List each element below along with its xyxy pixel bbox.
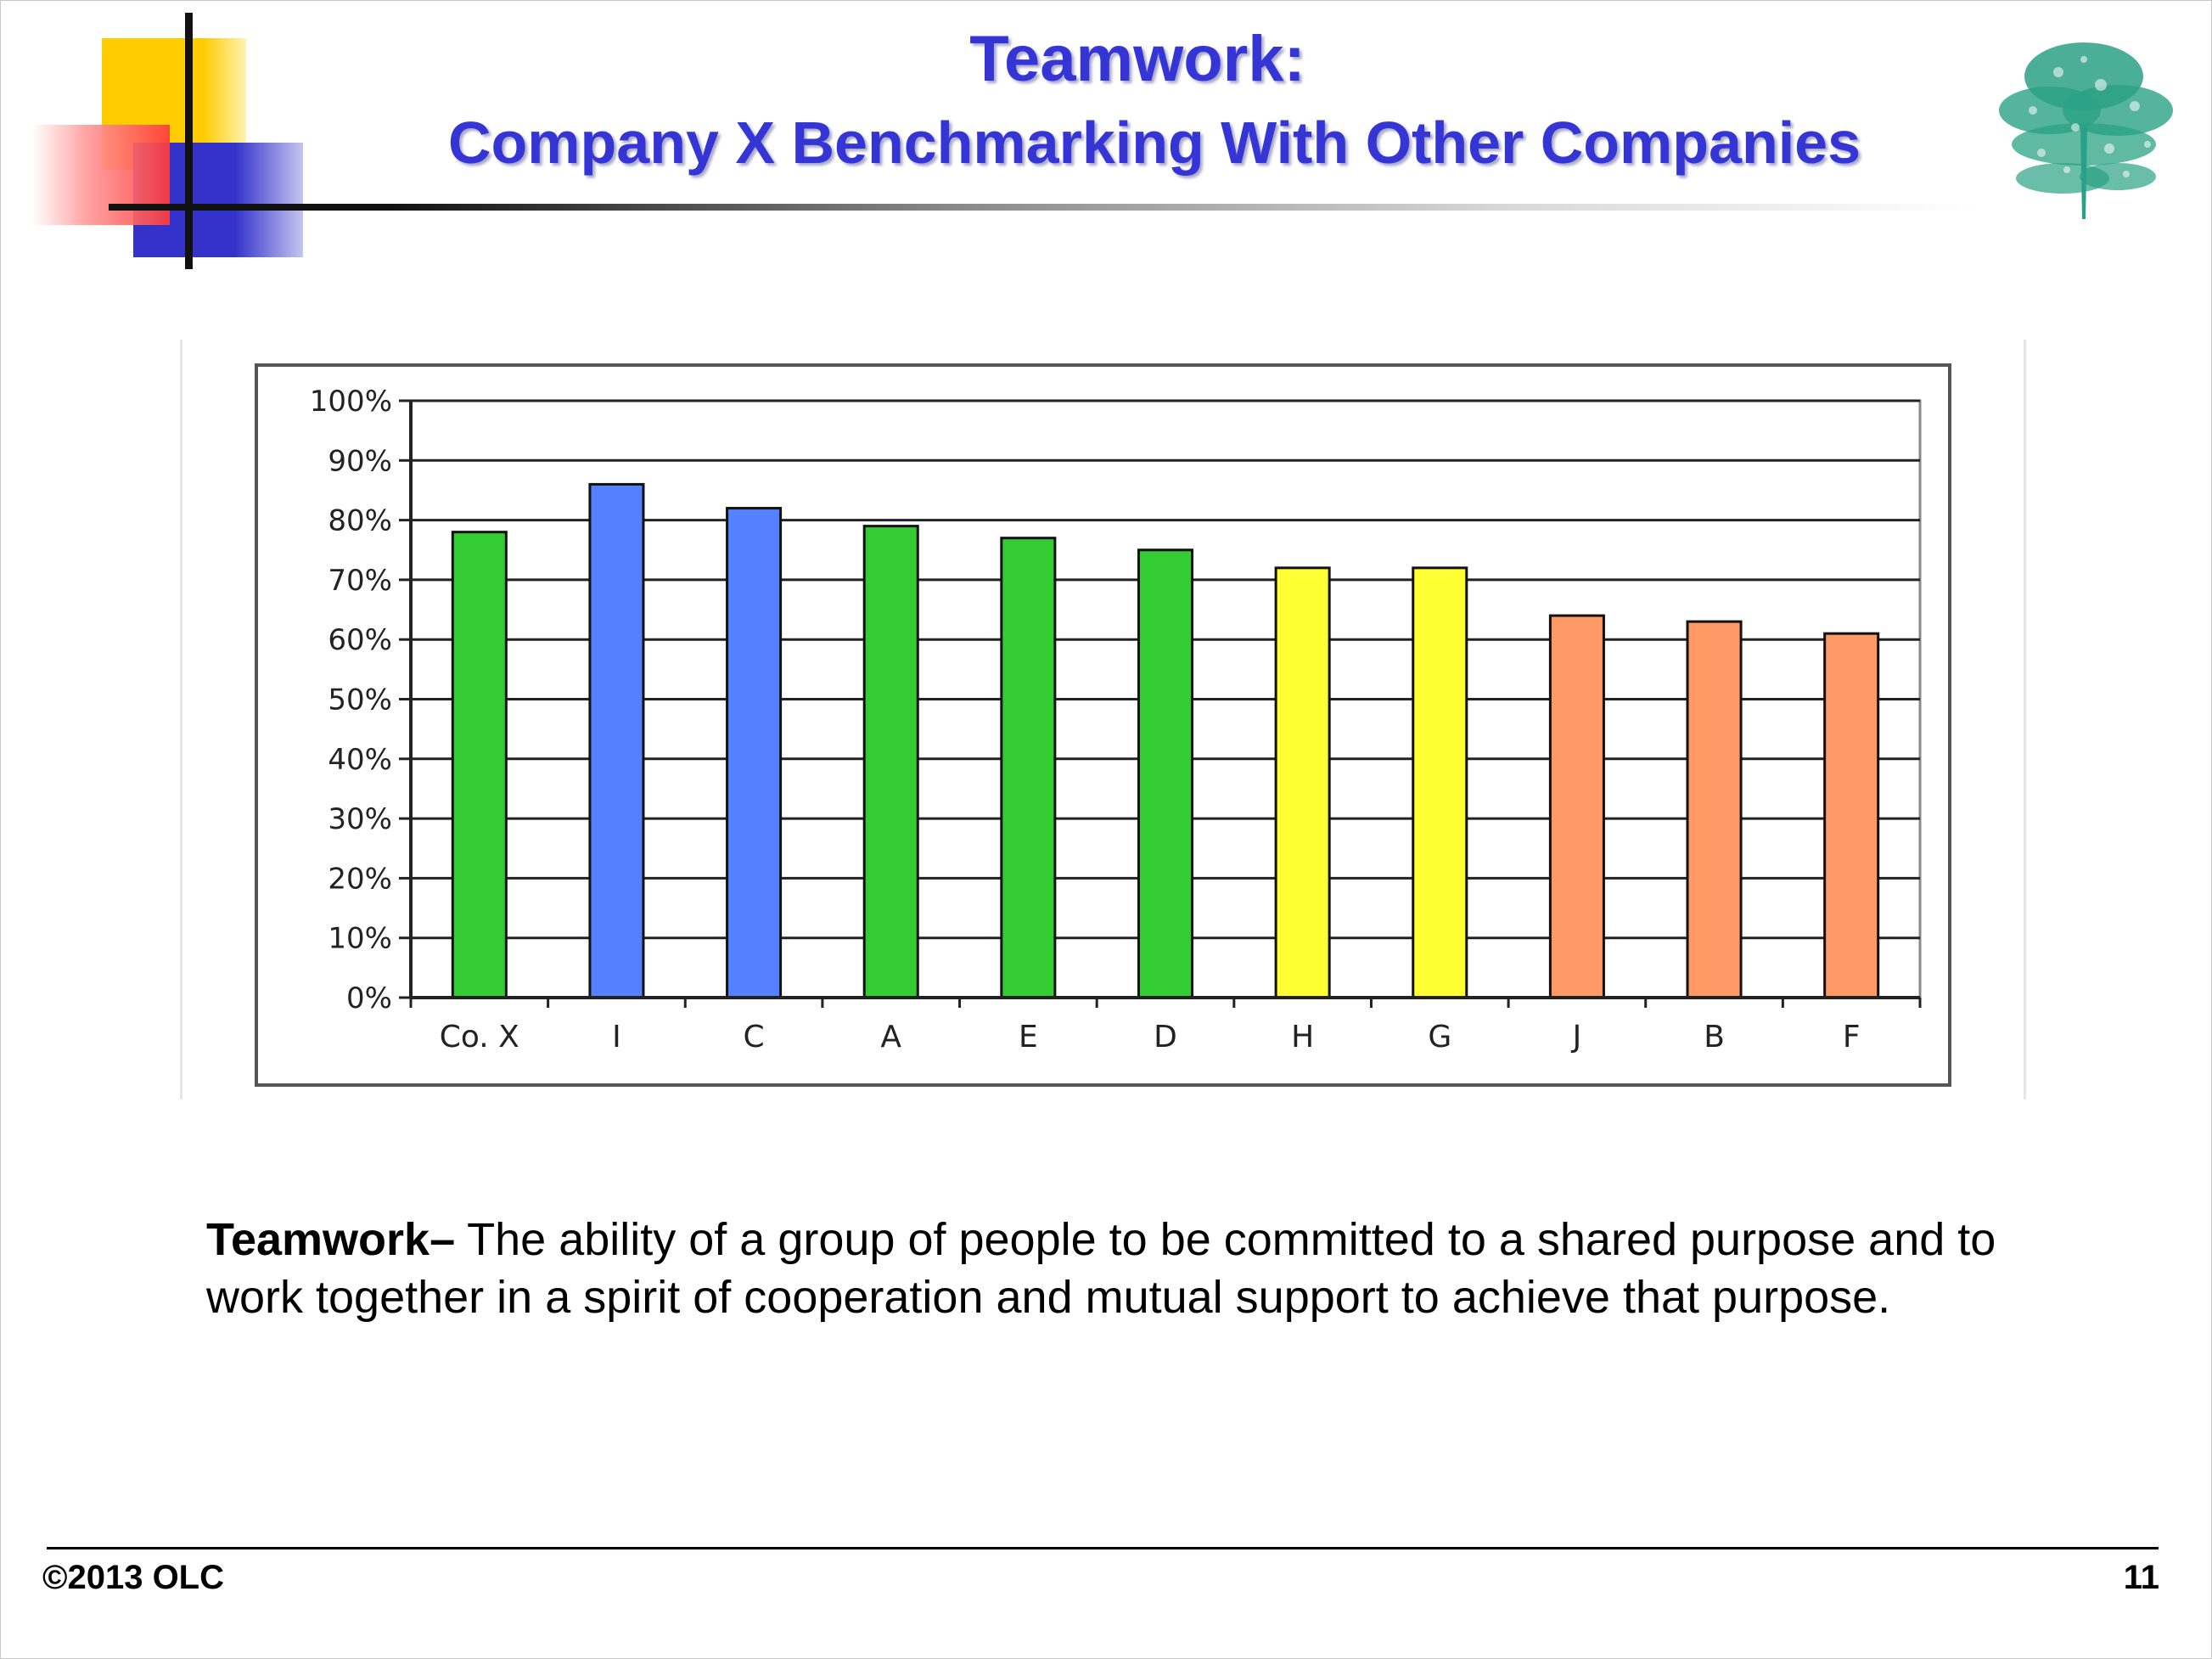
y-tick-label: 10% — [328, 922, 392, 956]
bar-b — [1686, 620, 1743, 999]
x-tick-label: F — [1843, 1020, 1861, 1054]
bar-chart: 0% 10% 20% 30% 40% 50% 60% 70% 80% 90% 100% Co. X I… — [255, 363, 1951, 1087]
chart-border — [255, 363, 1951, 1087]
slide-title: Teamwork: — [969, 23, 1305, 95]
footer-divider — [47, 1547, 2159, 1549]
x-tick-label: H — [1291, 1020, 1314, 1054]
bar-co-x — [451, 531, 508, 999]
bar-f — [1823, 632, 1880, 999]
y-tick-label: 90% — [328, 444, 392, 478]
bar-c — [726, 507, 783, 999]
definition-text: The ability of a group of people to be c… — [206, 1214, 1996, 1323]
x-tick-label: A — [880, 1020, 901, 1054]
bar-a — [862, 525, 919, 999]
bar-i — [588, 482, 645, 999]
y-tick-label: 70% — [328, 564, 392, 598]
x-tick-label: E — [1019, 1020, 1038, 1054]
y-tick-label: 0% — [346, 981, 392, 1015]
teamwork-definition: Teamwork– The ability of a group of peop… — [206, 1211, 2031, 1326]
y-tick-label: 40% — [328, 743, 392, 777]
y-tick-label: 30% — [328, 802, 392, 836]
slide-subtitle: Company X Benchmarking With Other Compan… — [447, 110, 1861, 176]
y-tick-label: 20% — [328, 862, 392, 896]
black-vertical-line — [185, 13, 193, 269]
chart-y-axis: 0% 10% 20% 30% 40% 50% 60% 70% 80% 90% 100% — [310, 385, 413, 1015]
title-underline — [109, 204, 1976, 211]
chart-x-axis: Co. X I C A E D H G J B F — [409, 996, 1922, 1054]
y-tick-label: 80% — [328, 504, 392, 538]
bar-h — [1274, 566, 1331, 999]
bar-e — [1000, 537, 1057, 999]
chart-frame-edge-left — [180, 340, 182, 1099]
x-tick-label: J — [1571, 1020, 1582, 1054]
y-tick-label: 50% — [328, 683, 392, 717]
page-number: 11 — [2123, 1559, 2159, 1596]
x-tick-label: I — [612, 1020, 621, 1054]
footer-copyright: ©2013 OLC — [42, 1559, 225, 1596]
x-tick-label: C — [744, 1020, 765, 1054]
x-tick-label: D — [1154, 1020, 1177, 1054]
bar-d — [1137, 548, 1194, 999]
bar-g — [1412, 566, 1468, 999]
x-tick-label: B — [1704, 1020, 1725, 1054]
chart-frame-edge-right — [2024, 340, 2026, 1099]
definition-term: Teamwork– — [206, 1214, 456, 1265]
bar-j — [1548, 614, 1605, 999]
tree-icon — [1999, 42, 2173, 219]
y-tick-label: 60% — [328, 623, 392, 657]
y-tick-label: 100% — [310, 385, 392, 419]
x-tick-label: Co. X — [440, 1020, 519, 1054]
x-tick-label: G — [1428, 1020, 1451, 1054]
